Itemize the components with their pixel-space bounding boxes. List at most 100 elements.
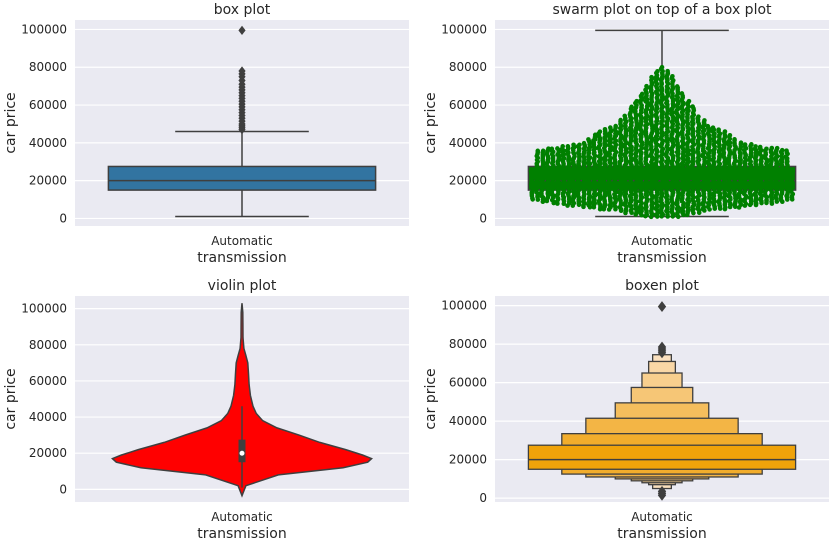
swarm-point (665, 68, 670, 74)
swarm-point (722, 129, 728, 134)
swarm-point (528, 168, 534, 174)
swarm-point (742, 142, 748, 147)
swarm-point (659, 64, 665, 70)
chart-title: violin plot (208, 278, 277, 294)
y-axis-label: car price (423, 368, 439, 429)
swarm-point (784, 148, 789, 153)
swarm-point (702, 118, 707, 123)
swarm-point (738, 140, 744, 146)
swarm-point (560, 144, 566, 149)
swarm-point (674, 84, 680, 89)
swarm-point (690, 104, 695, 109)
swarm-point (608, 125, 613, 130)
x-axis-label: transmission (617, 250, 706, 266)
y-tick-label: 40000 (29, 410, 67, 424)
swarm-points (528, 64, 796, 220)
chart-panel-4: 0 20000 40000 60000 80000 100000 boxen plot Aut… (423, 278, 829, 542)
swarm-point (602, 126, 608, 132)
y-tick-label: 60000 (449, 376, 487, 390)
y-tick-label: 80000 (449, 337, 487, 351)
swarm-point (655, 68, 660, 74)
swarm-point (670, 73, 675, 79)
y-tick-label: 20000 (29, 174, 67, 188)
swarm-point (757, 144, 763, 150)
x-axis-label: transmission (197, 526, 286, 542)
x-tick-label: Automatic (631, 234, 693, 248)
y-tick-label: 20000 (449, 174, 487, 188)
swarm-point (710, 125, 716, 130)
boxen-level (527, 444, 797, 470)
y-tick-label: 20000 (29, 446, 67, 460)
x-tick-label: Automatic (631, 510, 693, 524)
y-tick-label: 20000 (449, 453, 487, 467)
y-tick-label: 0 (59, 211, 67, 225)
y-tick-label: 0 (479, 491, 487, 505)
chart-panel-3: 0 20000 40000 60000 80000 100000 violin plot Au… (3, 278, 409, 542)
swarm-point (727, 132, 733, 138)
swarm-point (565, 144, 571, 149)
swarm-point (686, 98, 692, 104)
y-axis-label: car price (3, 92, 19, 153)
y-tick-label: 80000 (29, 338, 67, 352)
swarm-point (540, 148, 546, 154)
y-tick-label: 60000 (29, 98, 67, 112)
swarm-point (732, 137, 737, 142)
chart-panel-2: 0 20000 40000 60000 80000 100000 swarm plot on… (423, 2, 829, 266)
x-tick-label: Automatic (211, 510, 273, 524)
y-tick-label: 0 (59, 482, 67, 496)
y-tick-label: 100000 (441, 299, 487, 313)
chart-title: swarm plot on top of a box plot (552, 2, 772, 18)
swarm-point (634, 98, 639, 104)
x-axis-label: transmission (197, 250, 286, 266)
swarm-point (618, 117, 623, 123)
x-tick-label: Automatic (211, 234, 273, 248)
y-tick-label: 100000 (441, 22, 487, 36)
swarm-point (649, 74, 654, 80)
y-tick-label: 80000 (449, 60, 487, 74)
outlier-point (657, 301, 667, 313)
swarm-point (705, 123, 711, 129)
y-tick-label: 60000 (29, 374, 67, 388)
swarm-point (774, 145, 780, 151)
swarm-point (769, 145, 775, 151)
outlier-point (657, 341, 667, 353)
violin-body (111, 303, 373, 498)
y-tick-label: 80000 (29, 60, 67, 74)
box (107, 130, 377, 218)
y-axis-label: car price (3, 368, 19, 429)
chart-panel-1: 0 20000 40000 60000 80000 100000 box plot Autom… (3, 2, 409, 266)
swarm-point (696, 114, 701, 119)
y-tick-label: 100000 (21, 22, 67, 36)
y-axis-label: car price (423, 92, 439, 153)
swarm-point (629, 104, 634, 110)
iqr-box (107, 165, 377, 191)
swarm-point (644, 83, 649, 89)
y-tick-label: 0 (479, 211, 487, 225)
y-tick-label: 100000 (21, 302, 67, 316)
swarm-point (586, 137, 591, 142)
swarm-point (549, 146, 555, 152)
swarm-point (790, 168, 796, 174)
violin-median-point (239, 450, 245, 456)
swarm-point (571, 142, 576, 148)
swarm-point (597, 129, 603, 134)
swarm-point (546, 146, 551, 151)
swarm-point (577, 142, 582, 148)
swarm-point (764, 146, 769, 152)
swarm-point (581, 140, 587, 146)
x-axis-label: transmission (617, 526, 706, 542)
outlier-point (238, 25, 246, 36)
swarm-point (639, 91, 645, 97)
y-tick-label: 40000 (449, 414, 487, 428)
swarm-point (779, 147, 785, 153)
outlier-point (657, 485, 667, 497)
y-tick-label: 40000 (29, 136, 67, 150)
outlier-point (238, 66, 246, 76)
swarm-point (622, 113, 628, 119)
y-tick-label: 60000 (449, 98, 487, 112)
swarm-point (753, 144, 758, 149)
swarm-point (749, 142, 754, 147)
swarm-point (555, 146, 560, 151)
swarm-point (716, 127, 721, 132)
